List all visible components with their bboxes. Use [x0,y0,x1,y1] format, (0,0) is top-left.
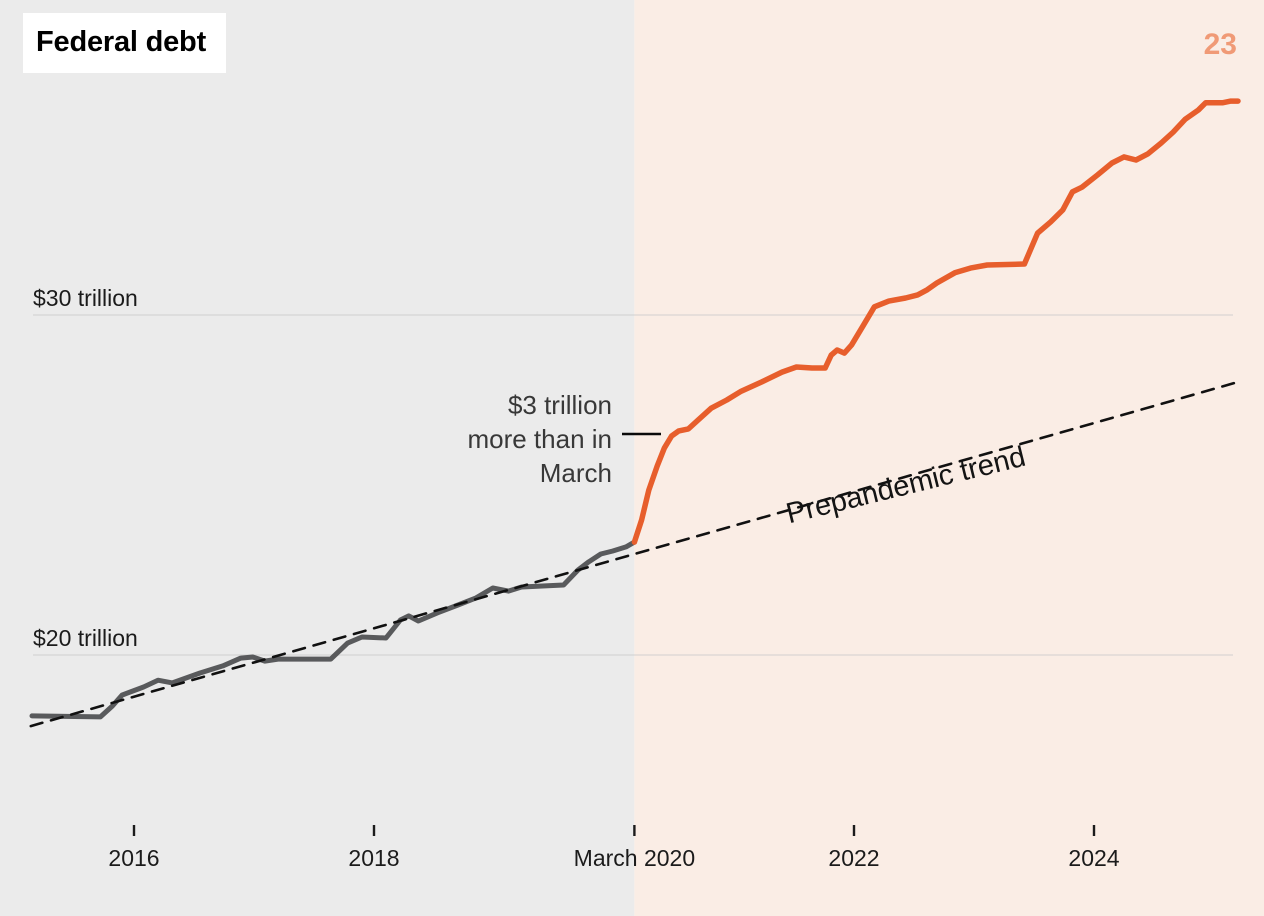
x-axis-label: 2022 [828,845,879,871]
y-axis-label: $30 trillion [33,285,138,311]
y-axis-label: $20 trillion [33,625,138,651]
corner-badge: 23 [1203,28,1237,61]
annotation-line-3: March [539,458,612,488]
x-axis-label: 2018 [348,845,399,871]
x-axis-label: 2016 [108,845,159,871]
x-axis-label: 2024 [1068,845,1119,871]
debt-line-prepandemic [29,539,637,720]
annotation-line-2: more than in [467,424,612,454]
prepandemic-background [0,0,635,916]
chart-title-box: Federal debt [23,13,227,73]
annotation-callout-text: $3 trillion more than in March [467,388,612,490]
x-axis-label: March 2020 [574,845,695,871]
chart-title: Federal debt [36,26,207,58]
debt-line-pandemic [631,98,1241,545]
trend-line-dashed [29,380,1240,728]
pandemic-background [634,0,1264,916]
annotation-line-1: $3 trillion [507,390,612,420]
